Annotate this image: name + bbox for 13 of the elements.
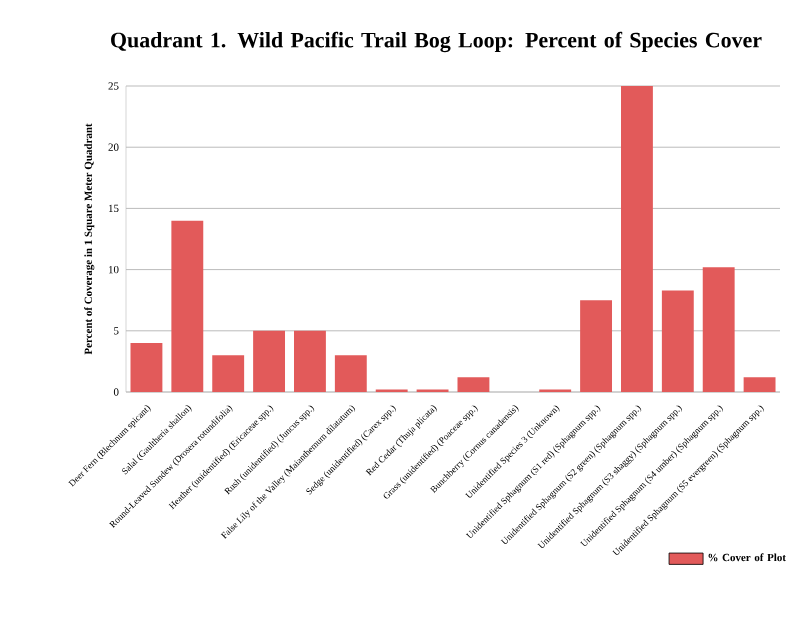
bar <box>621 86 653 392</box>
bar <box>457 377 490 392</box>
bar <box>661 290 694 392</box>
bar <box>334 355 367 392</box>
bar <box>212 355 245 392</box>
bar <box>253 330 286 392</box>
bar <box>294 330 326 392</box>
bar <box>130 343 163 392</box>
bar <box>702 267 735 392</box>
bar <box>171 220 204 392</box>
chart-title: Quadrant 1. Wild Pacific Trail Bog Loop: Percent of Species Cover <box>111 31 762 53</box>
bar <box>580 300 613 392</box>
bar <box>743 377 776 392</box>
